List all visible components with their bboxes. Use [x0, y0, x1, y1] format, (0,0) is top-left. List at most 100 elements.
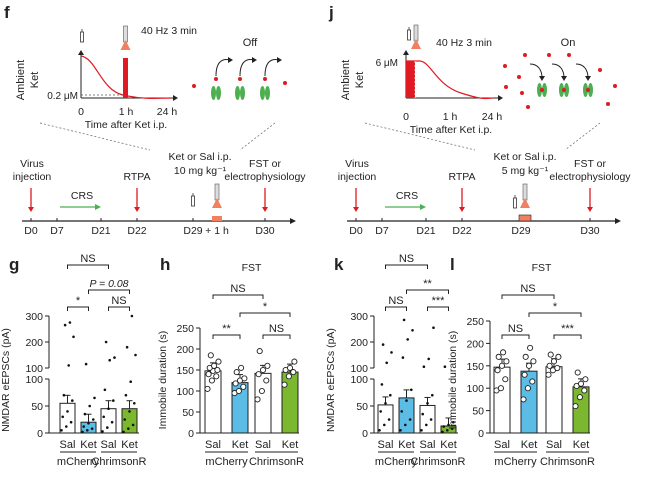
y-tick-label: 0 [478, 428, 484, 440]
crs-label: CRS [396, 190, 418, 202]
category-label: Ket [398, 439, 415, 451]
significance-label: NS [388, 295, 403, 307]
data-point [255, 371, 262, 378]
data-point [521, 371, 528, 378]
virus-label: Virus [20, 158, 44, 170]
data-point [574, 369, 581, 376]
y-axis-title: NMDAR eEPSCs (pA) [0, 328, 12, 432]
data-point [555, 353, 562, 360]
fst-arrow-head [262, 207, 268, 212]
data-point [400, 410, 404, 413]
data-point [92, 418, 95, 421]
y-tick-label: 100 [466, 383, 484, 395]
data-point [379, 410, 383, 413]
optic-fiber-icon [214, 183, 220, 201]
x-axis-title: Time after Ket i.p. [410, 124, 492, 136]
stimulation-bar [406, 61, 415, 98]
y-tick-label: 200 [25, 337, 43, 349]
data-point [232, 380, 239, 387]
group-label: mCherry [57, 456, 100, 468]
ket-molecule [613, 84, 617, 88]
unbind-arrow-head [252, 57, 257, 63]
unbind-arrow [264, 59, 280, 77]
data-point [432, 326, 435, 330]
timeline-arrow [615, 218, 621, 224]
significance-label: * [553, 301, 558, 313]
y-axis-arrow [78, 50, 84, 55]
data-point [554, 364, 561, 372]
day-label: D29 [511, 225, 530, 237]
receptor-icon [564, 83, 569, 97]
data-point [530, 358, 537, 365]
bar-sal [377, 404, 394, 434]
y-tick-label: 50 [31, 401, 43, 413]
data-point [125, 345, 129, 349]
data-point [256, 348, 263, 355]
stim-marker [212, 216, 222, 221]
data-point [441, 430, 444, 434]
data-point [241, 375, 248, 382]
significance-label: NS [111, 295, 126, 307]
day-label: D22 [452, 225, 471, 237]
data-point [63, 323, 67, 327]
conc-label: 0.2 μM [47, 91, 78, 102]
x-tick-label: 1 h [119, 106, 134, 118]
y-tick-label: 200 [466, 338, 484, 350]
data-point [399, 429, 402, 432]
significance-label: *** [561, 323, 575, 335]
ket-molecule [214, 77, 218, 81]
day-label: D21 [91, 225, 110, 237]
optic-fiber-icon [522, 183, 528, 201]
data-point [498, 362, 506, 369]
data-point [291, 358, 298, 365]
binding-arrow-head [539, 76, 545, 81]
receptor-icon [559, 83, 564, 97]
significance-bracket [212, 294, 264, 299]
y-tick-label: 300 [350, 311, 368, 323]
ket-molecule [263, 77, 267, 81]
day-label: D30 [580, 225, 599, 237]
data-point [281, 381, 288, 388]
data-point [384, 402, 387, 405]
data-point [60, 429, 63, 432]
significance-label: ** [423, 278, 432, 290]
binding-arrow [551, 63, 565, 79]
y-tick-label: 150 [176, 365, 194, 377]
group-label: ChrimsonR [410, 456, 465, 468]
stimulation-bar [123, 58, 128, 98]
significance-bracket [88, 289, 130, 294]
data-point [576, 394, 583, 401]
data-point [205, 371, 212, 378]
ket-molecule [567, 53, 571, 57]
unbind-arrow-head [277, 57, 282, 63]
data-point [447, 423, 450, 427]
x-tick-label: 24 h [157, 106, 178, 118]
data-point [495, 353, 502, 360]
stim-label: 40 Hz 3 min [436, 37, 492, 49]
group-label: mCherry [205, 456, 248, 468]
category-label: Ket [440, 439, 457, 451]
data-point [404, 423, 407, 427]
significance-label: *** [432, 295, 446, 307]
data-point [581, 387, 588, 394]
data-point [500, 349, 507, 356]
data-point [214, 366, 221, 374]
ket-molecule [192, 84, 196, 88]
data-point [62, 393, 66, 397]
significance-bracket [553, 334, 582, 339]
y-tick-label: 300 [25, 311, 43, 323]
data-point [422, 365, 426, 369]
day-label: D0 [24, 225, 38, 237]
data-point [108, 358, 111, 362]
optic-fiber-icon [413, 24, 419, 42]
significance-label: P = 0.08 [89, 278, 128, 290]
zoom-dashline [39, 122, 151, 151]
ket-molecule [283, 81, 287, 85]
day-label: D7 [375, 225, 389, 237]
group-label: mCherry [494, 456, 537, 468]
ket-molecule [520, 91, 524, 95]
data-point [503, 358, 510, 365]
panel-label-g: g [9, 255, 19, 274]
data-point [82, 425, 85, 428]
